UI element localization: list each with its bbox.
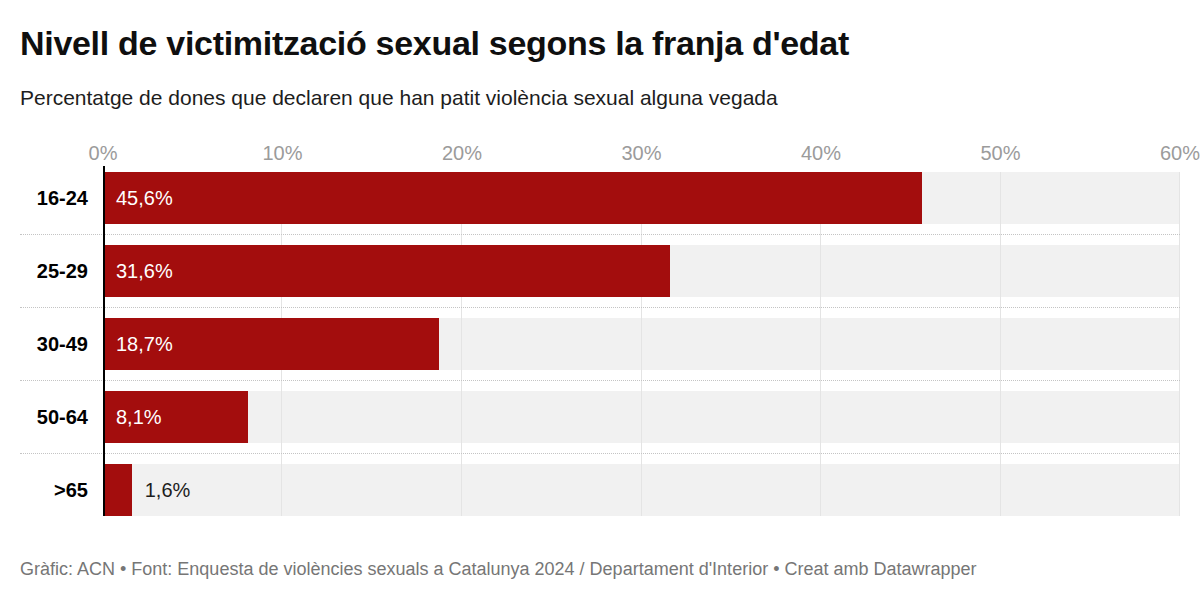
x-axis-tick-label: 30%	[621, 142, 661, 165]
row-separator	[20, 224, 1180, 245]
x-axis-tick-label: 60%	[1160, 142, 1200, 165]
x-axis-tick-label: 40%	[801, 142, 841, 165]
bar-row: >65 1,6%	[20, 464, 1180, 516]
row-separator-line	[20, 307, 1180, 308]
chart-subtitle: Percentatge de dones que declaren que ha…	[20, 86, 1180, 110]
bar-track: 1,6%	[103, 464, 1180, 516]
bar-track: 31,6%	[103, 245, 1180, 297]
bar-chart: 0%10%20%30%40%50%60% 16-2445,6%25-2931,6…	[20, 142, 1180, 516]
bar-row: 50-64 8,1%	[20, 391, 1180, 443]
age-group-label: >65	[20, 464, 103, 516]
row-separator-line	[20, 234, 1180, 235]
row-separator-line	[20, 380, 1180, 381]
row-separator	[20, 370, 1180, 391]
source-credit: Gràfic: ACN • Font: Enquesta de violènci…	[20, 558, 1180, 580]
row-separator	[20, 443, 1180, 464]
bar-track: 45,6%	[103, 172, 1180, 224]
x-axis: 0%10%20%30%40%50%60%	[103, 142, 1180, 164]
value-label: 31,6%	[116, 245, 173, 297]
age-group-label: 25-29	[20, 245, 103, 297]
bar-track: 8,1%	[103, 391, 1180, 443]
age-group-label: 50-64	[20, 391, 103, 443]
age-group-label: 30-49	[20, 318, 103, 370]
value-label: 45,6%	[116, 172, 173, 224]
chart-rows: 16-2445,6%25-2931,6%30-4918,7%50-648,1%>…	[20, 172, 1180, 516]
bar-row: 30-4918,7%	[20, 318, 1180, 370]
bar	[103, 245, 670, 297]
zero-axis-line	[103, 166, 105, 516]
bar-track: 18,7%	[103, 318, 1180, 370]
bar-row: 25-2931,6%	[20, 245, 1180, 297]
row-separator-line	[20, 453, 1180, 454]
x-axis-tick-label: 20%	[442, 142, 482, 165]
x-axis-tick-label: 50%	[980, 142, 1020, 165]
value-label: 1,6%	[145, 464, 191, 516]
value-label: 18,7%	[116, 318, 173, 370]
value-label: 8,1%	[116, 391, 162, 443]
bar	[103, 172, 922, 224]
bar	[103, 464, 132, 516]
chart-page: Nivell de victimització sexual segons la…	[0, 0, 1200, 604]
bar-row: 16-2445,6%	[20, 172, 1180, 224]
row-separator	[20, 297, 1180, 318]
x-axis-tick-label: 10%	[262, 142, 302, 165]
age-group-label: 16-24	[20, 172, 103, 224]
x-axis-tick-label: 0%	[89, 142, 118, 165]
chart-title: Nivell de victimització sexual segons la…	[20, 24, 1180, 62]
